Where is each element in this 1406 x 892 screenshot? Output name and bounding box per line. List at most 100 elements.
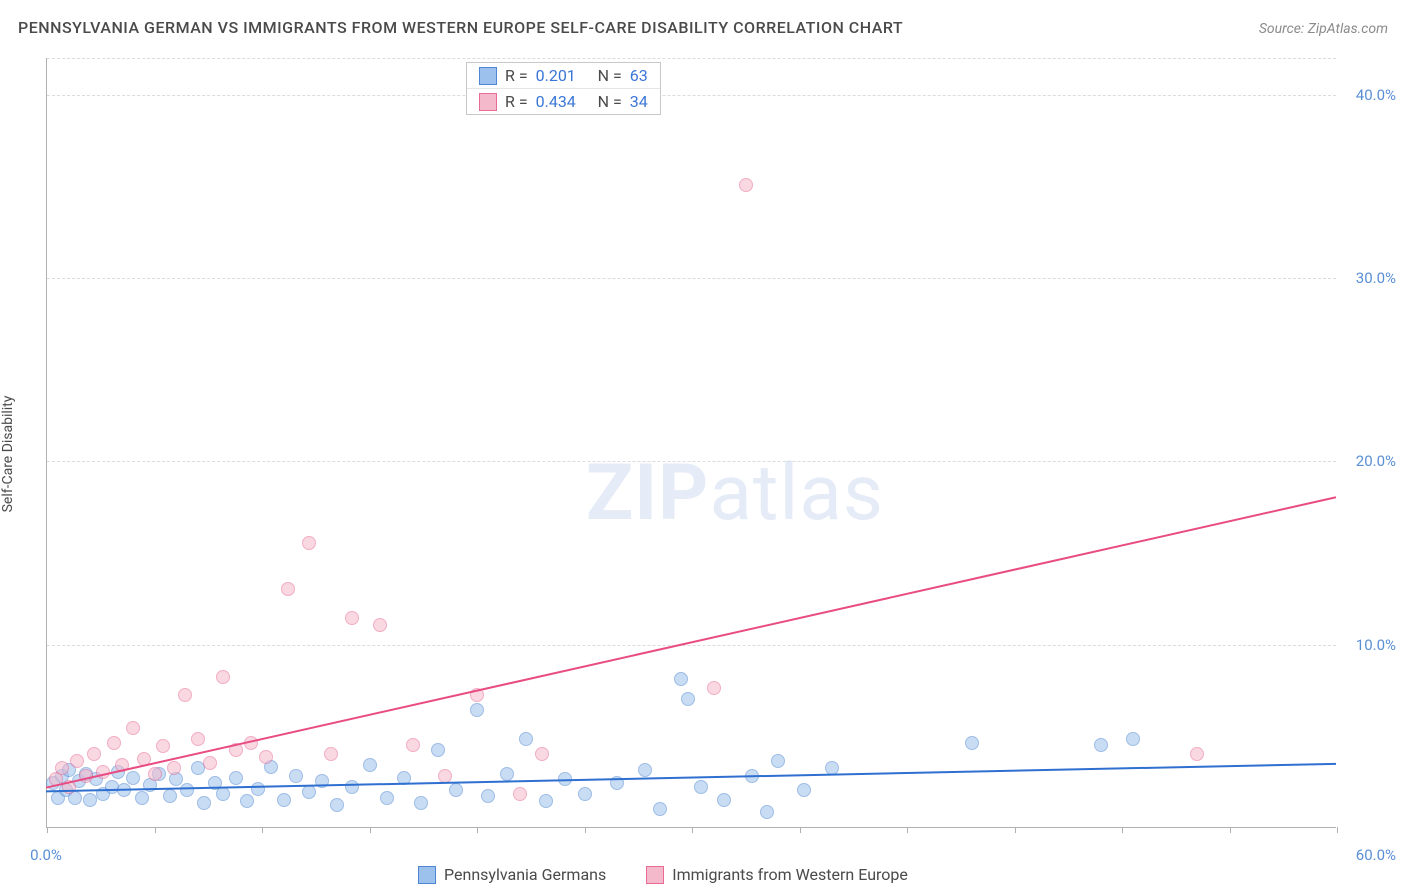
data-point bbox=[797, 783, 811, 797]
gridline bbox=[47, 95, 1336, 96]
data-point bbox=[156, 739, 170, 753]
legend-swatch bbox=[479, 67, 497, 85]
data-point bbox=[539, 794, 553, 808]
x-axis-max-label: 60.0% bbox=[1356, 846, 1396, 864]
data-point bbox=[481, 789, 495, 803]
data-point bbox=[324, 747, 338, 761]
x-axis-min-label: 0.0% bbox=[30, 846, 62, 864]
gridline bbox=[47, 58, 1336, 59]
data-point bbox=[558, 772, 572, 786]
data-point bbox=[105, 780, 119, 794]
data-point bbox=[825, 761, 839, 775]
data-point bbox=[315, 774, 329, 788]
data-point bbox=[107, 736, 121, 750]
data-point bbox=[380, 791, 394, 805]
y-tick-label: 40.0% bbox=[1341, 86, 1396, 104]
data-point bbox=[302, 536, 316, 550]
data-point bbox=[289, 769, 303, 783]
data-point bbox=[717, 793, 731, 807]
y-tick-label: 20.0% bbox=[1341, 452, 1396, 470]
data-point bbox=[148, 767, 162, 781]
data-point bbox=[330, 798, 344, 812]
data-point bbox=[244, 736, 258, 750]
data-point bbox=[229, 743, 243, 757]
n-label: N = bbox=[598, 66, 622, 85]
legend-swatch bbox=[479, 93, 497, 111]
data-point bbox=[653, 802, 667, 816]
data-point bbox=[70, 754, 84, 768]
x-tick bbox=[1337, 827, 1338, 833]
data-point bbox=[707, 681, 721, 695]
data-point bbox=[251, 782, 265, 796]
x-tick bbox=[800, 827, 801, 833]
x-tick bbox=[370, 827, 371, 833]
data-point bbox=[513, 787, 527, 801]
data-point bbox=[470, 688, 484, 702]
x-tick bbox=[262, 827, 263, 833]
x-tick bbox=[907, 827, 908, 833]
data-point bbox=[771, 754, 785, 768]
data-point bbox=[965, 736, 979, 750]
data-point bbox=[178, 688, 192, 702]
data-point bbox=[117, 783, 131, 797]
data-point bbox=[197, 796, 211, 810]
data-point bbox=[203, 756, 217, 770]
data-point bbox=[694, 780, 708, 794]
legend-label: Immigrants from Western Europe bbox=[672, 865, 908, 884]
data-point bbox=[135, 791, 149, 805]
legend-stats-box: R =0.201N =63R =0.434N =34 bbox=[466, 62, 661, 115]
gridline bbox=[47, 645, 1336, 646]
data-point bbox=[470, 703, 484, 717]
x-tick bbox=[1015, 827, 1016, 833]
chart-title: PENNSYLVANIA GERMAN VS IMMIGRANTS FROM W… bbox=[18, 18, 903, 37]
data-point bbox=[62, 780, 76, 794]
data-point bbox=[216, 787, 230, 801]
data-point bbox=[79, 769, 93, 783]
x-tick bbox=[477, 827, 478, 833]
data-point bbox=[55, 761, 69, 775]
data-point bbox=[745, 769, 759, 783]
data-point bbox=[259, 750, 273, 764]
n-label: N = bbox=[598, 92, 622, 111]
gridline bbox=[47, 461, 1336, 462]
data-point bbox=[760, 805, 774, 819]
data-point bbox=[500, 767, 514, 781]
legend-item: Pennsylvania Germans bbox=[418, 865, 606, 884]
y-tick-label: 10.0% bbox=[1341, 636, 1396, 654]
data-point bbox=[373, 618, 387, 632]
data-point bbox=[414, 796, 428, 810]
series-legend: Pennsylvania Germans Immigrants from West… bbox=[418, 865, 908, 884]
x-tick bbox=[692, 827, 693, 833]
gridline bbox=[47, 278, 1336, 279]
n-value: 63 bbox=[630, 66, 648, 85]
data-point bbox=[281, 582, 295, 596]
data-point bbox=[345, 611, 359, 625]
data-point bbox=[277, 793, 291, 807]
data-point bbox=[363, 758, 377, 772]
y-axis-label: Self-Care Disability bbox=[0, 396, 16, 513]
data-point bbox=[638, 763, 652, 777]
data-point bbox=[535, 747, 549, 761]
r-value: 0.434 bbox=[536, 92, 590, 111]
data-point bbox=[191, 732, 205, 746]
data-point bbox=[115, 758, 129, 772]
plot-area bbox=[46, 58, 1336, 828]
data-point bbox=[216, 670, 230, 684]
data-point bbox=[397, 771, 411, 785]
r-value: 0.201 bbox=[536, 66, 590, 85]
data-point bbox=[126, 721, 140, 735]
x-tick bbox=[1230, 827, 1231, 833]
y-tick-label: 30.0% bbox=[1341, 269, 1396, 287]
x-tick bbox=[47, 827, 48, 833]
legend-item: Immigrants from Western Europe bbox=[646, 865, 908, 884]
data-point bbox=[229, 771, 243, 785]
data-point bbox=[240, 794, 254, 808]
data-point bbox=[519, 732, 533, 746]
data-point bbox=[87, 747, 101, 761]
data-point bbox=[578, 787, 592, 801]
n-value: 34 bbox=[630, 92, 648, 111]
data-point bbox=[180, 783, 194, 797]
x-tick bbox=[155, 827, 156, 833]
legend-swatch bbox=[418, 866, 436, 884]
legend-swatch bbox=[646, 866, 664, 884]
